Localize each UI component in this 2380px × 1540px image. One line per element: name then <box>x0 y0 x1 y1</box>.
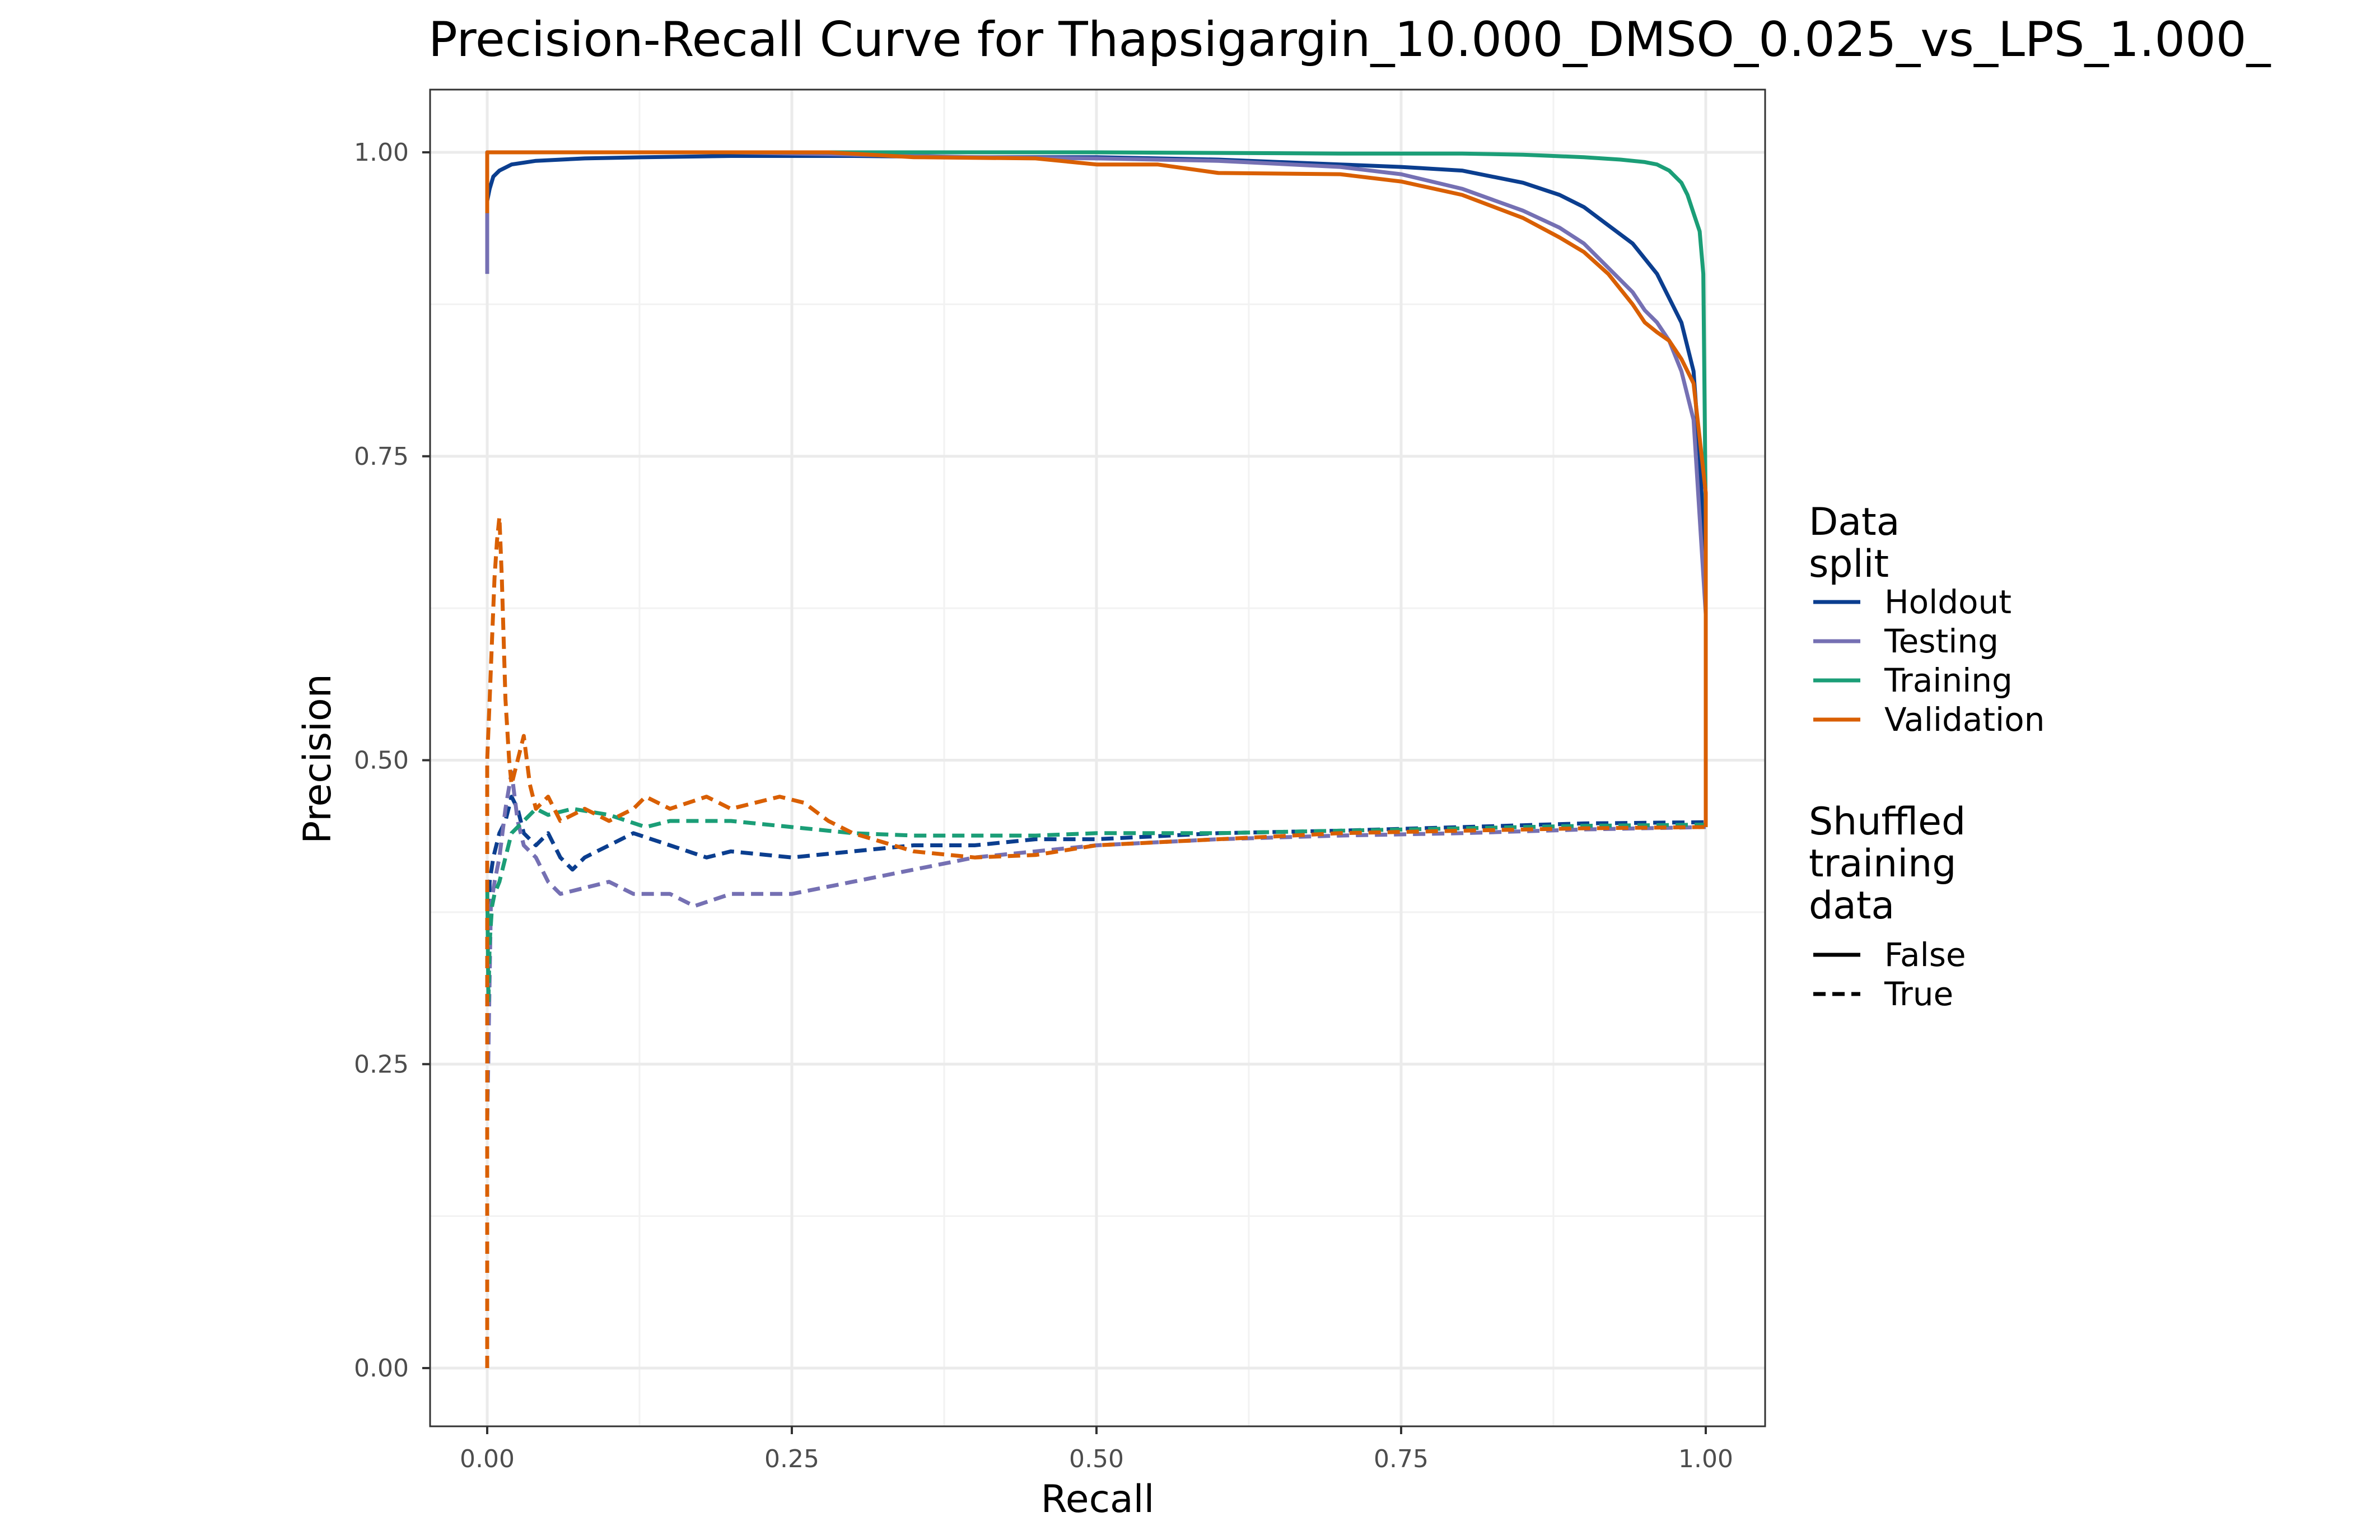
y-axis: 0.00 0.25 0.50 0.75 1.00 <box>354 138 430 1383</box>
legend-label-validation: Validation <box>1884 701 2045 739</box>
legend-label-holdout: Holdout <box>1884 583 2012 621</box>
y-tick-label: 1.00 <box>354 138 409 167</box>
x-tick-label: 1.00 <box>1678 1445 1733 1473</box>
y-tick-label: 0.50 <box>354 746 409 775</box>
series-line-validation <box>485 150 1708 827</box>
series-line-training-shuffled <box>485 806 1706 1368</box>
x-axis-title: Recall <box>1041 1477 1155 1522</box>
x-tick-label: 0.25 <box>764 1445 819 1473</box>
x-tick-label: 0.00 <box>460 1445 515 1473</box>
legend-label-training: Training <box>1884 661 2013 699</box>
legend-title-color: split <box>1809 542 1889 586</box>
legend-label-true: True <box>1884 975 1953 1013</box>
series-layer <box>485 150 1708 1368</box>
legend-title-color: Data <box>1809 500 1900 544</box>
x-tick-label: 0.50 <box>1069 1445 1124 1473</box>
series-line-validation-shuffled <box>485 515 1706 1368</box>
y-axis-title: Precision <box>296 674 340 843</box>
legend-title-linetype: Shuffled <box>1809 800 1966 844</box>
x-axis: 0.00 0.25 0.50 0.75 1.00 <box>460 1426 1733 1473</box>
series-line-testing-shuffled <box>485 770 1706 1368</box>
y-tick-label: 0.25 <box>354 1050 409 1079</box>
x-tick-label: 0.75 <box>1374 1445 1429 1473</box>
y-tick-label: 0.75 <box>354 442 409 471</box>
chart-title: Precision-Recall Curve for Thapsigargin_… <box>428 12 2271 68</box>
legend-title-linetype: data <box>1809 884 1894 928</box>
legend-label-false: False <box>1884 936 1966 974</box>
series-line-training <box>485 150 1708 827</box>
legend-title-linetype: training <box>1809 842 1956 886</box>
y-tick-label: 0.00 <box>354 1354 409 1383</box>
legend-label-testing: Testing <box>1884 622 1999 660</box>
legend: DatasplitHoldoutTestingTrainingValidatio… <box>1809 500 2045 1013</box>
grid <box>430 90 1765 1426</box>
series-line-holdout-shuffled <box>485 795 1706 1368</box>
